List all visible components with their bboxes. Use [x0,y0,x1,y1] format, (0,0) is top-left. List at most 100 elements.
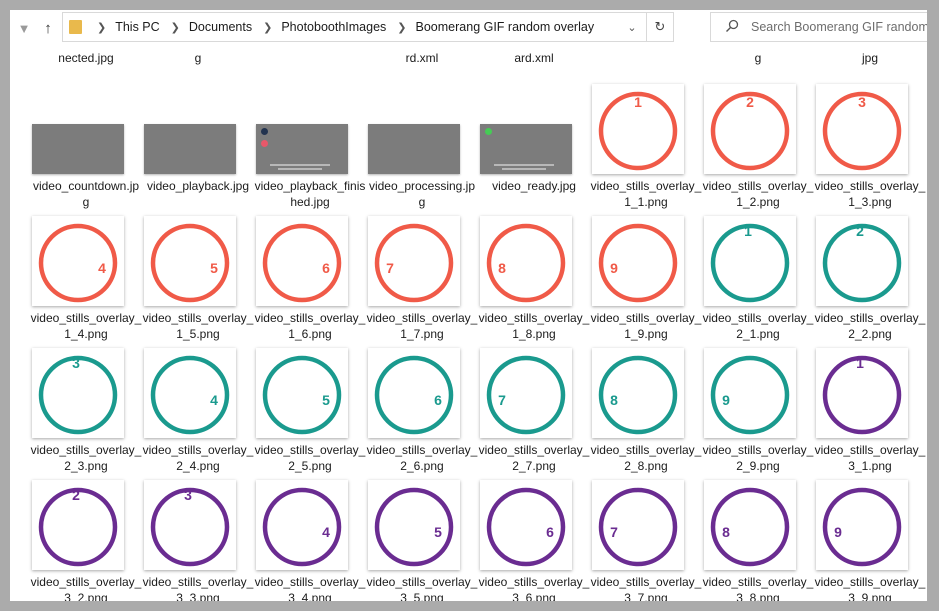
overlay-number: 3 [184,487,192,503]
overlay-ring: 6 [262,223,342,303]
ring-circle [598,355,678,435]
refresh-icon[interactable]: ↻ [646,13,673,41]
ring-circle [486,487,566,567]
breadcrumb-item-this-pc[interactable]: This PC [115,20,160,34]
file-name-label: video_stills_overlay_1_1.png [590,179,702,209]
overlay-ring: 2 [38,487,118,567]
overlay-number: 1 [744,223,752,239]
file-name-label: video_stills_overlay_1_6.png [254,311,366,341]
overlay-number: 4 [322,524,330,540]
ring-circle [822,355,902,435]
overlay-number: 7 [498,392,506,408]
image-thumbnail: 3 [144,480,236,570]
overlay-ring: 8 [486,223,566,303]
image-thumbnail: 1 [704,216,796,306]
ring-circle [262,355,342,435]
image-thumbnail: 5 [144,216,236,306]
chevron-right-icon[interactable]: ❯ [263,21,273,34]
image-thumbnail [144,124,236,174]
image-thumbnail: 6 [480,480,572,570]
up-arrow-icon[interactable]: ↑ [44,19,52,37]
overlay-number: 5 [210,260,218,276]
file-name-label: video_stills_overlay_1_8.png [478,311,590,341]
overlay-number: 7 [386,260,394,276]
overlay-ring: 7 [598,487,678,567]
thumbnail-dot-mark [261,140,268,147]
image-thumbnail: 1 [816,348,908,438]
image-thumbnail: 4 [144,348,236,438]
back-arrow-icon[interactable]: ▼ [17,20,31,36]
search-box[interactable]: Search Boomerang GIF random o... [710,12,927,42]
file-name-label: video_stills_overlay_2_8.png [590,443,702,473]
file-name-label: video_playback.jpg [146,179,250,193]
overlay-number: 5 [434,524,442,540]
breadcrumb-item-current-folder[interactable]: Boomerang GIF random overlay [415,20,595,34]
file-label-clipped[interactable]: g [754,51,762,65]
overlay-ring: 3 [822,91,902,171]
overlay-ring: 2 [710,91,790,171]
image-thumbnail: 8 [480,216,572,306]
file-label-clipped[interactable]: jpg [861,51,878,65]
ring-circle [374,487,454,567]
thumbnail-dot-mark [261,128,268,135]
breadcrumb-item-documents[interactable]: Documents [188,20,253,34]
overlay-number: 2 [856,223,864,239]
overlay-ring: 7 [486,355,566,435]
search-input[interactable]: Search Boomerang GIF random o... [751,20,927,34]
overlay-ring: 3 [38,355,118,435]
file-explorer-window: ▼ ↑ ❯ This PC ❯ Documents ❯ PhotoboothIm… [10,10,927,601]
image-thumbnail: 3 [816,84,908,174]
image-thumbnail: 7 [480,348,572,438]
chevron-right-icon[interactable]: ❯ [397,21,407,34]
image-thumbnail [368,124,460,174]
file-name-label: video_stills_overlay_3_4.png [254,575,366,601]
ring-circle [38,355,118,435]
ring-circle [262,223,342,303]
chevron-down-icon[interactable]: ⌄ [627,21,637,34]
ring-circle [822,91,902,171]
chevron-right-icon[interactable]: ❯ [97,21,107,34]
overlay-number: 8 [722,524,730,540]
image-thumbnail: 7 [592,480,684,570]
overlay-ring: 9 [710,355,790,435]
image-thumbnail: 2 [32,480,124,570]
file-name-label: video_stills_overlay_3_5.png [366,575,478,601]
file-name-label: video_stills_overlay_2_4.png [142,443,254,473]
file-name-label: video_stills_overlay_3_3.png [142,575,254,601]
ring-circle [150,355,230,435]
overlay-ring: 9 [822,487,902,567]
file-label-clipped[interactable]: nected.jpg [58,51,114,65]
file-label-clipped[interactable]: rd.xml [405,51,439,65]
navigation-toolbar: ▼ ↑ ❯ This PC ❯ Documents ❯ PhotoboothIm… [10,10,927,46]
file-label-clipped[interactable]: g [194,51,202,65]
file-name-label: video_stills_overlay_3_8.png [702,575,814,601]
overlay-ring: 6 [374,355,454,435]
address-bar[interactable]: ❯ This PC ❯ Documents ❯ PhotoboothImages… [62,12,674,42]
breadcrumb-item-photoboothimages[interactable]: PhotoboothImages [281,20,387,34]
image-thumbnail: 8 [592,348,684,438]
file-name-label: video_stills_overlay_1_7.png [366,311,478,341]
breadcrumb: ❯ This PC ❯ Documents ❯ PhotoboothImages… [86,13,594,41]
overlay-ring: 2 [822,223,902,303]
ring-circle [598,91,678,171]
overlay-number: 4 [98,260,106,276]
overlay-ring: 8 [598,355,678,435]
ring-circle [710,223,790,303]
ring-circle [38,487,118,567]
overlay-number: 3 [72,355,80,371]
file-label-clipped[interactable]: ard.xml [514,51,554,65]
ring-circle [598,487,678,567]
overlay-number: 9 [722,392,730,408]
ring-circle [374,223,454,303]
image-thumbnail: 2 [704,84,796,174]
file-name-label: video_stills_overlay_1_4.png [30,311,142,341]
overlay-ring: 1 [710,223,790,303]
file-name-label: video_stills_overlay_3_2.png [30,575,142,601]
ring-circle [710,355,790,435]
overlay-ring: 6 [486,487,566,567]
overlay-number: 2 [746,94,754,110]
thumbnail-text-line [494,164,554,166]
thumbnail-dot-mark [485,128,492,135]
overlay-number: 2 [72,487,80,503]
chevron-right-icon[interactable]: ❯ [170,21,180,34]
